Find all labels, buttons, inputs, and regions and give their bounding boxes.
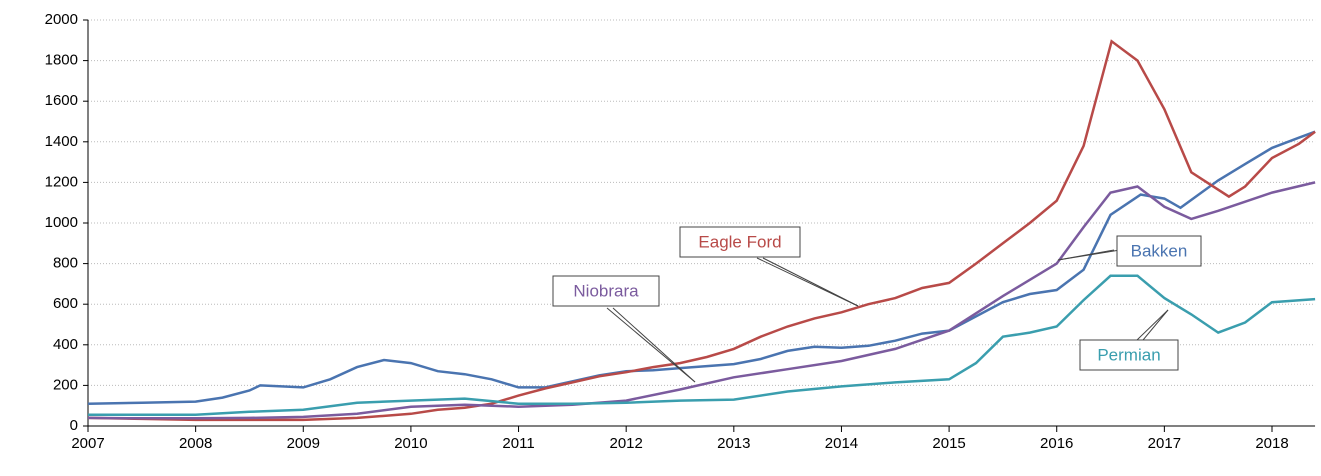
x-tick-label: 2013 <box>717 435 750 452</box>
y-tick-label: 0 <box>70 417 78 434</box>
callout-pointer <box>1142 309 1169 341</box>
line-series <box>87 39 1316 422</box>
callout-label: Permian <box>1097 345 1160 364</box>
line-series <box>87 181 1316 420</box>
y-tick-label: 2000 <box>45 11 78 28</box>
callout-box <box>552 275 660 307</box>
x-tick-label: 2011 <box>502 435 534 452</box>
callout-box <box>1116 235 1202 267</box>
x-tick-label: 2009 <box>287 435 320 452</box>
y-tick-label: 400 <box>53 336 78 353</box>
x-tick-label: 2018 <box>1255 435 1288 452</box>
x-tick-label: 2015 <box>932 435 965 452</box>
callout-label: Eagle Ford <box>698 232 781 251</box>
line-series <box>87 130 1316 405</box>
y-tick-label: 1600 <box>45 92 78 109</box>
x-tick-label: 2016 <box>1040 435 1073 452</box>
line-series <box>88 274 1316 417</box>
callout-label: Niobrara <box>573 281 639 300</box>
y-tick-label: 800 <box>53 255 78 272</box>
callout-box <box>679 226 801 258</box>
y-tick-label: 1000 <box>45 214 78 231</box>
y-tick-label: 1200 <box>45 173 78 190</box>
y-tick-label: 1800 <box>45 52 78 69</box>
y-tick-label: 1400 <box>45 133 78 150</box>
callout-box <box>1079 339 1179 371</box>
x-tick-label: 2014 <box>825 435 858 452</box>
callout-pointer <box>1136 309 1169 341</box>
x-tick-label: 2007 <box>71 435 104 452</box>
x-tick-label: 2008 <box>179 435 212 452</box>
callout-pointer <box>606 307 696 383</box>
y-tick-label: 200 <box>53 376 78 393</box>
x-tick-label: 2010 <box>394 435 427 452</box>
callout-label: Bakken <box>1131 241 1188 260</box>
y-tick-label: 600 <box>53 295 78 312</box>
callout-pointer <box>762 257 859 307</box>
callout-pointer <box>1057 249 1121 261</box>
x-tick-label: 2017 <box>1148 435 1181 452</box>
callout-pointer <box>612 307 696 383</box>
x-tick-label: 2012 <box>609 435 642 452</box>
